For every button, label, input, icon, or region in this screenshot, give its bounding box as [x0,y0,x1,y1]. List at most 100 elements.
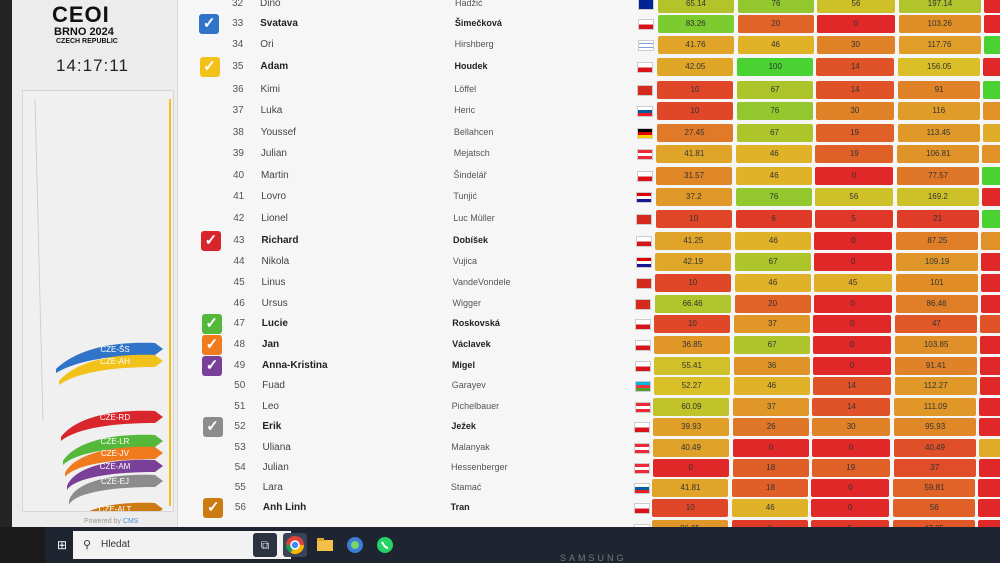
score-cell: 116 [897,102,980,120]
monitor-brand: SAMSUNG [560,553,627,563]
last-name: Vujica [452,256,478,266]
first-name: Kimi [260,84,280,95]
score-cell: 56 [817,0,895,13]
table-row: 37LukaHeric1076301163526 [12,101,1000,123]
score-cell: 47.85 [893,520,975,527]
table-row: 36KimiLöffel106714911000 [12,80,1000,102]
team-check-icon: ✓ [201,314,222,334]
score-cell: 30 [815,102,894,120]
country-flag-icon [637,19,654,30]
score-cell: 10 [652,499,729,517]
score-cell: 37 [733,398,810,416]
race-label: CZE-ŠS [100,345,129,354]
chrome-icon[interactable] [283,533,307,557]
first-name: Dino [260,0,281,9]
country-flag-icon [635,340,652,351]
score-cell: 41.76 [657,36,734,54]
score-cell: 106.81 [897,145,980,163]
score-cell: 0 [978,520,1000,527]
country-flag-icon [634,422,651,433]
first-name: Lovro [261,191,287,202]
score-cell: 30 [816,36,895,54]
score-cell: 10 [654,274,731,292]
score-cell: 47 [895,315,978,333]
powered-by: Powered by CMS [84,518,138,525]
team-check-icon: ✓ [202,356,223,376]
country-flag-icon [635,299,652,310]
file-explorer-icon[interactable] [313,533,337,557]
score-cell: 0 [978,479,1000,497]
race-ribbon [69,474,163,505]
score-cell: 0 [983,58,1000,76]
country-flag-icon [635,319,652,330]
race-ribbon [67,459,163,490]
taskbar: ⊞ ⚲ Hledat ⧉ [45,527,1000,563]
first-name: Lara [262,482,283,493]
whatsapp-icon[interactable] [373,533,397,557]
score-cell: 20 [737,15,814,33]
race-label: CZE-AH [100,357,130,366]
last-name: Šimečková [454,18,502,28]
first-name: Ori [260,39,274,50]
last-name: Václavek [452,339,491,349]
last-name: VandeVondele [452,277,511,287]
score-cell: 91.41 [894,357,977,375]
score-cell: 0 [978,459,1000,477]
race-label: CZE-EJ [101,477,129,486]
rank-number: 49 [234,360,246,371]
country-flag-icon [636,214,653,225]
score-cell: 21 [896,210,979,228]
last-name: Garayev [451,380,486,390]
score-cell: 0 [979,418,1000,436]
score-cell: 46 [736,167,813,185]
rank-number: 32 [232,0,244,9]
score-cell: 67 [734,336,811,354]
first-name: Anh Linh [262,502,307,513]
score-cell: 55.41 [653,357,730,375]
score-cell: 103.85 [895,336,978,354]
country-flag-icon [637,62,654,73]
score-cell: 5 [811,520,889,527]
search-icon: ⚲ [83,539,92,551]
score-cell: 0 [978,499,1000,517]
country-flag-icon [633,483,650,494]
race-ribbon [63,434,163,465]
score-cell: 112.27 [894,377,977,395]
score-cell: 44 [978,439,1000,457]
score-cell: 46 [733,377,810,395]
cms-link[interactable]: CMS [122,518,139,525]
score-cell: 0 [980,274,1000,292]
score-cell: 0 [813,336,892,354]
app-icon[interactable] [343,533,367,557]
race-ribbon [59,354,163,385]
score-cell: 14 [816,81,895,99]
score-cell: 60.09 [653,398,730,416]
score-cell: 36.85 [652,520,728,527]
score-cell: 91 [898,81,981,99]
score-cell: 100 [983,81,1000,99]
first-name: Adam [260,61,289,72]
windows-start-icon[interactable]: ⊞ [57,538,68,552]
score-cell: 10 [656,102,733,120]
score-cell: 59.81 [893,479,976,497]
score-cell: 100 [983,36,1000,54]
ranking-screen: CEOI BRNO 2024 CZECH REPUBLIC 14:17:11 C… [12,0,1000,527]
score-cell: 14 [980,315,1000,333]
score-cell: 56 [893,499,976,517]
task-view-icon[interactable]: ⧉ [253,533,277,557]
rank-number: 53 [234,442,246,453]
rank-number: 42 [233,213,245,224]
rank-number: 50 [234,380,246,391]
score-cell: 37 [893,459,976,477]
score-cell: 26 [733,418,810,436]
country-flag-icon [636,128,653,139]
score-cell: 0 [815,167,894,185]
first-name: Luka [260,105,283,116]
score-cell: 10 [654,315,731,333]
